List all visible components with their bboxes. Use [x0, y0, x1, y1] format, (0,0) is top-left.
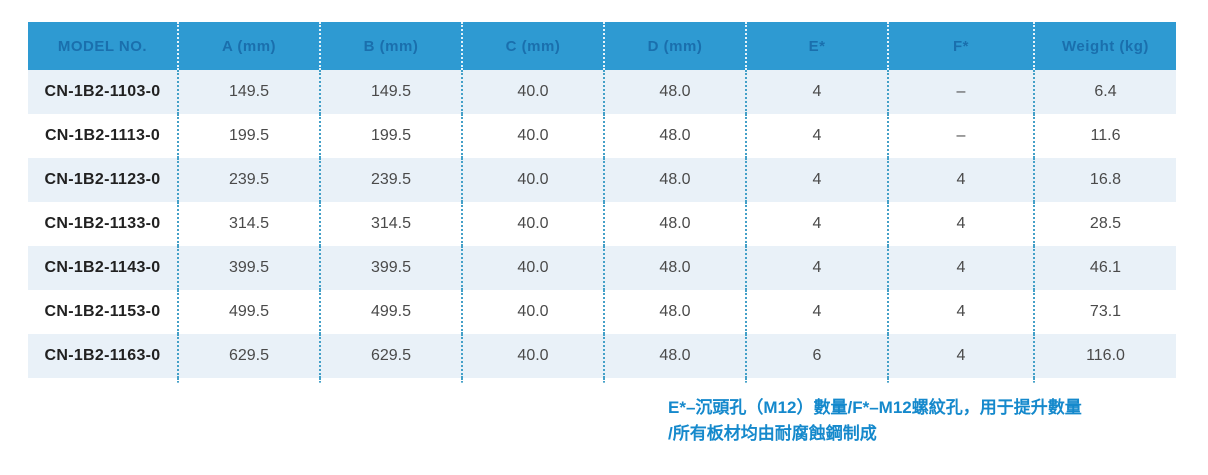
footnote-e-description: –沉頭孔（M12）數量/	[685, 398, 853, 417]
column-header-a-mm: A (mm)	[177, 22, 320, 70]
value-cell: 6.4	[1033, 70, 1176, 114]
value-cell: 4	[887, 158, 1034, 202]
table-row: CN-1B2-1113-0 199.5 199.5 40.0 48.0 4–11.6	[28, 114, 1176, 158]
spec-table: MODEL NO. A (mm) B (mm) C (mm) D (mm) E*…	[28, 22, 1176, 383]
model-cell: CN-1B2-1133-0	[44, 215, 161, 232]
value-cell: 149.5	[177, 70, 320, 114]
value-cell: 40.0	[461, 246, 604, 290]
footnote: E*–沉頭孔（M12）數量/F*–M12螺紋孔，用于提升數量 /所有板材均由耐腐…	[668, 395, 1183, 447]
value-cell: 4	[887, 202, 1034, 246]
column-header-e: E*	[745, 22, 888, 70]
value-cell: 314.5	[319, 202, 462, 246]
value-cell: 48.0	[603, 246, 746, 290]
value-cell: 16.8	[1033, 158, 1176, 202]
value-cell: 4	[745, 70, 888, 114]
value-cell: 314.5	[177, 202, 320, 246]
model-cell: CN-1B2-1113-0	[44, 127, 161, 144]
value-cell: 239.5	[177, 158, 320, 202]
value-cell: 199.5	[177, 114, 320, 158]
value-cell: 4	[745, 158, 888, 202]
value-cell: –	[887, 70, 1034, 114]
value-cell: 499.5	[319, 290, 462, 334]
divider-tail-cell	[887, 378, 1034, 383]
value-cell: –	[887, 114, 1034, 158]
value-cell: 629.5	[319, 334, 462, 378]
column-header-d-mm: D (mm)	[603, 22, 746, 70]
value-cell: 4	[745, 290, 888, 334]
table-body: CN-1B2-1103-0 149.5 149.5 40.0 48.0 4–6.4 CN-1…	[28, 70, 1176, 383]
divider-tail-cell	[1033, 378, 1176, 383]
value-cell: 4	[887, 334, 1034, 378]
value-cell: 4	[887, 290, 1034, 334]
value-cell: 399.5	[177, 246, 320, 290]
value-cell: 4	[745, 246, 888, 290]
value-cell: 40.0	[461, 290, 604, 334]
divider-tail-cell	[177, 378, 320, 383]
value-cell: 48.0	[603, 290, 746, 334]
value-cell: 199.5	[319, 114, 462, 158]
model-cell: CN-1B2-1123-0	[44, 171, 161, 188]
column-header-c-mm: C (mm)	[461, 22, 604, 70]
table-row: CN-1B2-1103-0 149.5 149.5 40.0 48.0 4–6.4	[28, 70, 1176, 114]
divider-tail-cell	[28, 378, 178, 383]
value-cell: 48.0	[603, 70, 746, 114]
value-cell: 48.0	[603, 334, 746, 378]
divider-tail-cell	[319, 378, 462, 383]
footnote-line1: E*–沉頭孔（M12）數量/F*–M12螺紋孔，用于提升數量	[668, 395, 1183, 421]
value-cell: 40.0	[461, 158, 604, 202]
table-row: CN-1B2-1163-0 629.5 629.5 40.0 48.0 6 4 116.0	[28, 334, 1176, 378]
value-cell: 4	[745, 114, 888, 158]
value-cell: 6	[745, 334, 888, 378]
value-cell: 239.5	[319, 158, 462, 202]
table-header-row: MODEL NO. A (mm) B (mm) C (mm) D (mm) E*…	[28, 22, 1176, 70]
column-header-f: F*	[887, 22, 1034, 70]
value-cell: 73.1	[1033, 290, 1176, 334]
divider-tail-cell	[603, 378, 746, 383]
value-cell: 48.0	[603, 114, 746, 158]
table-row: CN-1B2-1133-0 314.5 314.5 40.0 48.0 4 4 28.5	[28, 202, 1176, 246]
value-cell: 499.5	[177, 290, 320, 334]
model-cell: CN-1B2-1103-0	[44, 83, 161, 100]
value-cell: 399.5	[319, 246, 462, 290]
value-cell: 28.5	[1033, 202, 1176, 246]
footnote-f-description: –M12螺紋孔，用于提升數量	[869, 398, 1082, 417]
value-cell: 46.1	[1033, 246, 1176, 290]
value-cell: 149.5	[319, 70, 462, 114]
divider-tail-row	[28, 378, 1176, 383]
value-cell: 116.0	[1033, 334, 1176, 378]
spec-table-container: MODEL NO. A (mm) B (mm) C (mm) D (mm) E*…	[28, 22, 1176, 383]
model-cell: CN-1B2-1153-0	[44, 303, 161, 320]
table-row: CN-1B2-1123-0 239.5 239.5 40.0 48.0 4 4 16.8	[28, 158, 1176, 202]
column-header-b-mm: B (mm)	[319, 22, 462, 70]
value-cell: 11.6	[1033, 114, 1176, 158]
table-row: CN-1B2-1143-0 399.5 399.5 40.0 48.0 4 4 46.1	[28, 246, 1176, 290]
value-cell: 48.0	[603, 202, 746, 246]
footnote-line2: /所有板材均由耐腐蝕鋼制成	[668, 424, 877, 443]
model-cell: CN-1B2-1143-0	[44, 259, 161, 276]
value-cell: 40.0	[461, 334, 604, 378]
model-cell: CN-1B2-1163-0	[44, 347, 161, 364]
value-cell: 40.0	[461, 114, 604, 158]
value-cell: 4	[887, 246, 1034, 290]
table-header: MODEL NO. A (mm) B (mm) C (mm) D (mm) E*…	[28, 22, 1176, 70]
divider-tail-cell	[745, 378, 888, 383]
column-header-model-no: MODEL NO.	[28, 22, 178, 70]
footnote-f-term: F*	[852, 398, 870, 417]
value-cell: 40.0	[461, 202, 604, 246]
footnote-e-term: E*	[668, 398, 686, 417]
divider-tail-cell	[461, 378, 604, 383]
column-header-weight-kg: Weight (kg)	[1033, 22, 1176, 70]
value-cell: 4	[745, 202, 888, 246]
value-cell: 48.0	[603, 158, 746, 202]
value-cell: 629.5	[177, 334, 320, 378]
table-row: CN-1B2-1153-0 499.5 499.5 40.0 48.0 4 4 73.1	[28, 290, 1176, 334]
value-cell: 40.0	[461, 70, 604, 114]
